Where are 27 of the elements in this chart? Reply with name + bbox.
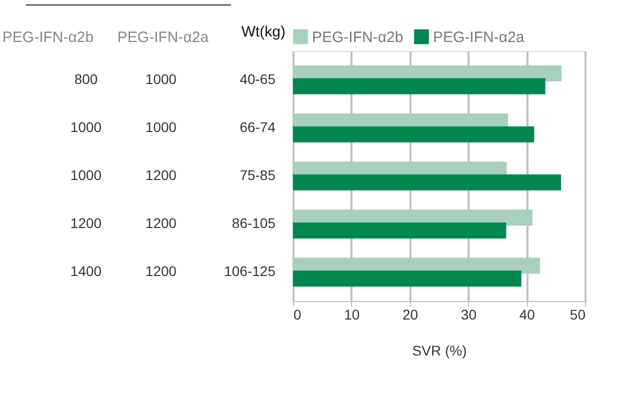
text: 1000 xyxy=(70,167,102,183)
text: PEG-IFN-α2b xyxy=(2,29,94,46)
text: 1000 xyxy=(145,118,177,135)
x-tick-label: 0 xyxy=(294,306,302,322)
x-tick-label: 40 xyxy=(519,306,536,322)
x-tick-label: 10 xyxy=(344,306,360,322)
text: 800 xyxy=(74,70,98,87)
y-tick-label: 86-105 xyxy=(232,215,276,232)
text: 1000 xyxy=(145,70,177,87)
text: PEG-IFN-α2a xyxy=(117,29,210,46)
y-tick-label: 106-125 xyxy=(224,263,276,280)
text: 1200 xyxy=(145,167,177,183)
x-axis-title: SVR (%) xyxy=(412,342,467,358)
legend-label: PEG-IFN-α2b xyxy=(312,28,404,46)
text: 1200 xyxy=(70,215,102,232)
text: 1200 xyxy=(145,263,177,280)
y-tick-label: 66-74 xyxy=(240,118,276,135)
y-tick-label: 75-85 xyxy=(240,167,276,183)
x-tick-label: 20 xyxy=(402,306,418,322)
text: 1200 xyxy=(145,215,177,232)
x-tick-label: 30 xyxy=(460,306,477,322)
legend-label: PEG-IFN-α2a xyxy=(433,28,525,46)
text: 1400 xyxy=(70,263,102,280)
y-tick-label: 40-65 xyxy=(240,70,276,87)
x-tick-label: 50 xyxy=(570,306,586,322)
text: 1000 xyxy=(70,118,102,135)
y-axis-title: Wt(kg) xyxy=(241,24,286,40)
